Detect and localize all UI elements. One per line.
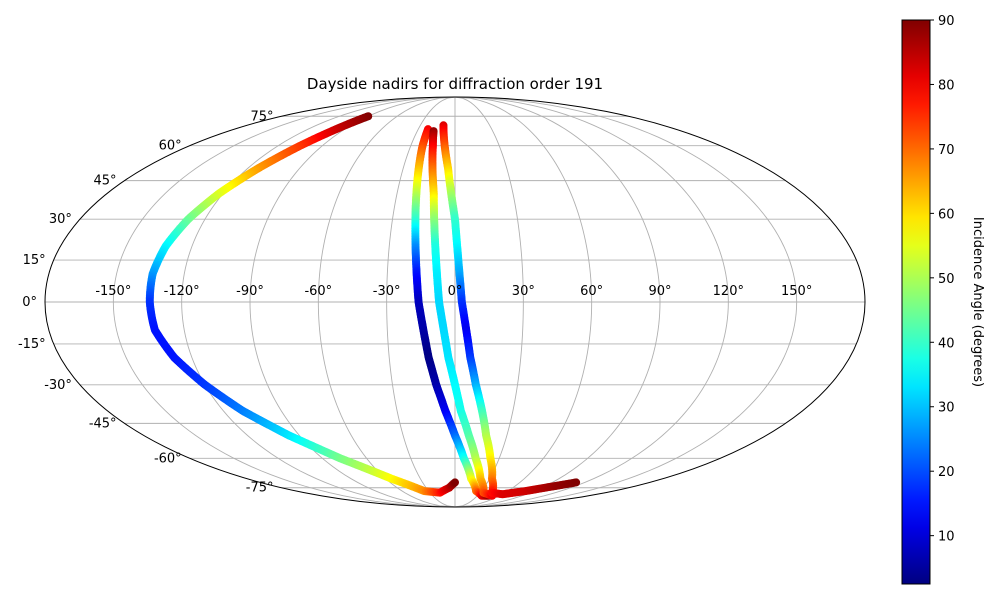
track-1 [145, 112, 459, 497]
longitude-tick-label: 60° [580, 284, 603, 299]
longitude-tick-label: -150° [95, 284, 131, 299]
colorbar [901, 19, 931, 585]
latitude-tick-label: 60° [159, 139, 182, 154]
latitude-tick-label: -60° [154, 451, 182, 466]
longitude-gridline [181, 97, 456, 507]
latitude-tick-label: -45° [89, 416, 117, 431]
colorbar-tick-label: 80 [938, 78, 955, 93]
colorbar-tick-label: 30 [938, 401, 955, 416]
map-frame [44, 96, 866, 508]
track-3 [428, 127, 497, 500]
chart-title: Dayside nadirs for diffraction order 191 [307, 75, 603, 93]
longitude-tick-label: 90° [648, 284, 671, 299]
colorbar-tick-label: 90 [938, 14, 955, 29]
longitude-tick-labels: -150° -120° -90° -60° -30° 0° 30° 60° 90° 120° 150… [95, 284, 812, 299]
longitude-gridline [249, 97, 456, 507]
longitude-tick-label: -30° [373, 284, 401, 299]
track-2 [411, 125, 493, 500]
latitude-tick-label: -15° [18, 337, 46, 352]
longitude-tick-label: 120° [713, 284, 744, 299]
longitude-gridline [454, 97, 798, 507]
latitude-tick-label: 45° [94, 174, 117, 189]
longitude-gridline [112, 97, 456, 507]
colorbar-tick-label: 10 [938, 530, 955, 545]
longitude-tick-label: -90° [236, 284, 264, 299]
longitude-tick-label: 0° [448, 284, 463, 299]
longitude-tick-label: -60° [304, 284, 332, 299]
latitude-tick-label: -30° [44, 378, 72, 393]
longitude-gridline [454, 97, 524, 507]
longitude-gridline [454, 97, 593, 507]
longitude-tick-label: 150° [781, 284, 812, 299]
longitude-tick-label: -120° [164, 284, 200, 299]
graticule [45, 97, 865, 507]
colorbar-label: Incidence Angle (degrees) [970, 217, 985, 387]
colorbar-ticks: 10 20 30 40 50 60 70 80 90 [930, 14, 955, 545]
colorbar-tick-label: 60 [938, 207, 955, 222]
latitude-tick-label: 15° [23, 253, 46, 268]
latitude-tick-label: -75° [246, 481, 274, 496]
track-4 [439, 121, 581, 499]
latitude-tick-labels: -75° -60° -45° -30° -15° 0° 15° 30° 45° 60° 75° [18, 109, 274, 495]
colorbar-tick-label: 50 [938, 272, 955, 287]
latitude-tick-label: 30° [49, 212, 72, 227]
longitude-gridline [454, 97, 661, 507]
scatter-points [145, 112, 581, 500]
longitude-gridline [386, 97, 456, 507]
colorbar-tick-label: 20 [938, 465, 955, 480]
data-point [572, 478, 581, 487]
longitude-gridline [317, 97, 456, 507]
latitude-tick-label: 75° [250, 109, 273, 124]
colorbar-tick-label: 40 [938, 336, 955, 351]
latitude-tick-label: 0° [22, 295, 37, 310]
data-point [451, 478, 459, 487]
longitude-gridline [454, 97, 729, 507]
colorbar-tick-label: 70 [938, 143, 955, 158]
longitude-tick-label: 30° [512, 284, 535, 299]
